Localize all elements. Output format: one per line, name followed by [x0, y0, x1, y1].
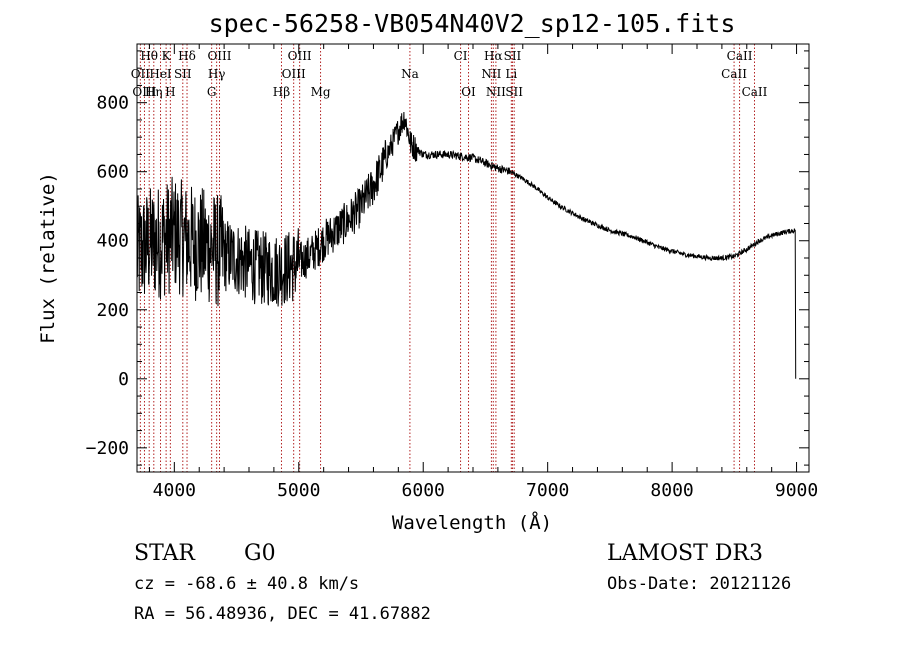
- spectral-line-label: OI: [461, 85, 476, 99]
- spectral-line-label: NII: [486, 85, 506, 99]
- spectral-line-label: Hα: [484, 49, 503, 63]
- y-tick-label: 400: [96, 231, 129, 252]
- spectral-line-label: HeI: [149, 67, 172, 81]
- spectral-line-label: CI: [454, 49, 468, 63]
- spectral-line-label: SII: [174, 67, 192, 81]
- x-axis-ticks: 4000 5000 6000 7000 8000 9000: [148, 44, 818, 501]
- spectral-line-label: OII: [131, 67, 151, 81]
- spectral-line-label: OIII: [132, 85, 156, 99]
- spectral-line-label: SII: [505, 85, 523, 99]
- spectrum-line: [136, 111, 797, 379]
- spectral-line-label: SII: [504, 49, 522, 63]
- x-tick-label: 9000: [775, 480, 818, 501]
- spectral-line-label: Hθ: [140, 49, 158, 63]
- redshift-velocity: cz = -68.6 ± 40.8 km/s: [134, 574, 359, 594]
- object-subclass: G0: [244, 541, 276, 566]
- y-tick-label: 200: [96, 300, 129, 321]
- x-tick-label: 6000: [402, 480, 445, 501]
- x-tick-label: 7000: [526, 480, 569, 501]
- spectral-line-label: Hγ: [208, 67, 226, 81]
- spectral-line-label: CaII: [721, 67, 747, 81]
- spectral-line-label: Mg: [311, 85, 331, 99]
- spectral-line-label: CaII: [727, 49, 753, 63]
- spectral-line-label: CaII: [742, 85, 768, 99]
- x-tick-label: 8000: [650, 480, 693, 501]
- spectral-line-label: OIII: [207, 49, 231, 63]
- spectral-line-label: G: [207, 85, 217, 99]
- survey-name: LAMOST DR3: [607, 541, 763, 566]
- coordinates: RA = 56.48936, DEC = 41.67882: [134, 604, 431, 624]
- spectral-line-label: K: [162, 49, 172, 63]
- spectral-line-label: Hδ: [178, 49, 196, 63]
- spectral-line-label: Hβ: [273, 85, 290, 99]
- y-axis-label: Flux (relative): [37, 172, 59, 344]
- chart-title: spec-56258-VB054N40V2_sp12-105.fits: [209, 9, 736, 38]
- spectral-line-label: NII: [481, 67, 501, 81]
- spectral-line-label: OIII: [288, 49, 312, 63]
- y-axis-ticks: −200 0 200 400 600 800: [86, 50, 809, 466]
- x-tick-label: 4000: [153, 480, 196, 501]
- spectral-line-label: OIII: [282, 67, 306, 81]
- x-axis-label: Wavelength (Å): [392, 511, 552, 534]
- spectral-line-label: Na: [401, 67, 419, 81]
- y-tick-label: 800: [96, 93, 129, 114]
- y-tick-label: 0: [118, 369, 129, 390]
- y-tick-label: −200: [86, 438, 129, 459]
- spectral-line-label: Hη: [145, 85, 163, 99]
- observation-date: Obs-Date: 20121126: [607, 574, 791, 594]
- spectral-line-label: H: [165, 85, 175, 99]
- x-tick-label: 5000: [277, 480, 320, 501]
- object-class: STAR: [134, 541, 196, 566]
- spectrum-series: [136, 111, 797, 379]
- y-tick-label: 600: [96, 162, 129, 183]
- spectral-line-label: Li: [505, 67, 517, 81]
